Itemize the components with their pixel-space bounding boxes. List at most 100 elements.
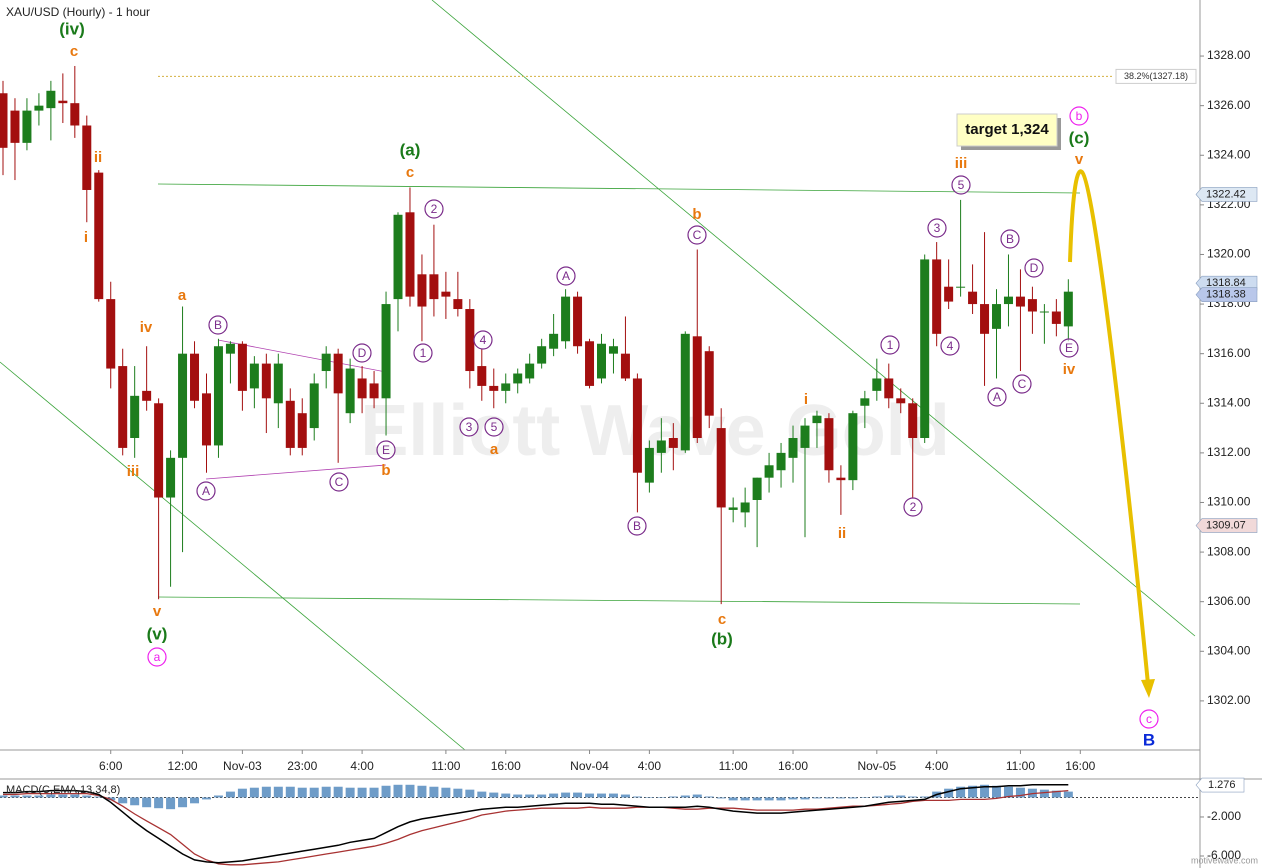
candle-body <box>201 393 211 446</box>
macd-histogram-bar <box>285 786 295 798</box>
channel-line <box>431 0 1196 637</box>
price-tag <box>1195 287 1258 302</box>
macd-histogram-bar <box>489 792 499 798</box>
candle-body <box>716 428 726 508</box>
triangle-line <box>205 464 387 480</box>
candle-body <box>453 299 463 310</box>
x-tick-label: 4:00 <box>350 759 374 773</box>
candle-body <box>1003 296 1013 305</box>
macd-histogram-bar <box>405 784 415 798</box>
target-label: target 1,324 <box>965 121 1049 138</box>
candle-body <box>1015 296 1025 307</box>
macd-histogram-bar <box>261 786 271 798</box>
macd-histogram-bar <box>166 797 176 810</box>
candle-body <box>848 413 858 481</box>
macd-histogram-bar <box>178 797 188 808</box>
wave-label: iii <box>127 463 140 480</box>
label-circle <box>376 440 396 460</box>
candle-body <box>106 299 116 369</box>
candle-body <box>1027 299 1037 312</box>
candle-body <box>429 274 439 300</box>
candle-body <box>0 93 8 148</box>
arrow-head <box>1141 679 1155 698</box>
candle-body <box>632 378 642 473</box>
wave-label: b <box>1076 109 1083 123</box>
candle-body <box>908 403 918 438</box>
y-tick-label: 1320.00 <box>1207 247 1251 261</box>
candle-body <box>836 477 846 481</box>
candle-body <box>549 333 559 349</box>
projection-arrow <box>1068 169 1150 685</box>
macd-histogram-bar <box>908 796 918 798</box>
price-tag-label: 1318.84 <box>1206 277 1246 289</box>
label-circle <box>1059 338 1079 358</box>
candle-body <box>860 398 870 406</box>
candle-body <box>501 383 511 391</box>
candle-body <box>34 105 44 111</box>
label-circle <box>413 343 433 363</box>
candle-body <box>249 363 259 389</box>
wave-label: B <box>1006 232 1014 246</box>
candle-body <box>1051 311 1061 324</box>
macd-histogram-bar <box>381 785 391 798</box>
axis-layer: 1302.00 1304.00 1306.00 1308.00 1310.00 1312.… <box>99 48 1258 862</box>
macd-histogram-bar <box>704 796 714 798</box>
candle-body <box>525 363 535 379</box>
macd-histogram-bar <box>34 795 44 798</box>
indicator-title: MACD(C,EMA,13,34,8) <box>6 784 120 796</box>
candle-body <box>812 415 822 424</box>
macd-histogram-bar <box>321 786 331 798</box>
candle-body <box>154 403 164 498</box>
macd-histogram-bar <box>776 797 786 801</box>
wave-label: a <box>178 287 187 304</box>
macd-histogram-bar <box>201 797 211 800</box>
macd-histogram-bar <box>944 788 954 798</box>
macd-histogram-bar <box>752 797 762 801</box>
candle-body <box>968 291 978 305</box>
macd-histogram-bar <box>992 785 1002 798</box>
wave-label: D <box>358 346 367 360</box>
label-circle <box>329 472 349 492</box>
candle-body <box>656 440 666 453</box>
candle-body <box>740 502 750 513</box>
wave-label: i <box>804 391 808 408</box>
macd-histogram-bar <box>429 786 439 798</box>
candle-body <box>1063 291 1073 327</box>
macd-histogram-bar <box>190 797 200 804</box>
candle-body <box>537 346 547 364</box>
label-circle <box>196 481 216 501</box>
wave-label: 1 <box>420 346 427 360</box>
macd-histogram-bar <box>1003 786 1013 798</box>
wave-label: c <box>1146 712 1152 726</box>
wave-label: c <box>406 164 414 181</box>
candle-body <box>800 425 810 448</box>
macd-histogram-bar <box>597 793 606 798</box>
wave-label: c <box>718 611 726 628</box>
target-box <box>956 113 1058 147</box>
macd-histogram-bar <box>46 794 56 798</box>
wave-label: 2 <box>431 202 438 216</box>
macd-histogram-bar <box>333 786 343 798</box>
candle-body <box>465 309 475 372</box>
candle-body <box>573 296 583 347</box>
macd-histogram-bar <box>10 795 20 798</box>
wave-label: iv <box>140 319 153 336</box>
macd-histogram-bar <box>58 794 68 798</box>
y-tick-label: 1312.00 <box>1207 445 1251 459</box>
label-circle <box>1024 258 1044 278</box>
macd-histogram-bar <box>477 791 487 798</box>
x-tick-label: Nov-04 <box>570 759 609 773</box>
price-tag <box>1195 518 1258 533</box>
candle-body <box>22 110 32 143</box>
wave-label: 1 <box>887 338 894 352</box>
macd-histogram-bar <box>130 797 140 806</box>
candle-body <box>142 390 152 401</box>
candle-body <box>285 400 295 448</box>
x-tick-label: 6:00 <box>99 759 123 773</box>
macd-histogram-bar <box>465 789 475 798</box>
candle-body <box>261 363 271 399</box>
candle-body <box>477 366 487 386</box>
wave-label: C <box>693 228 702 242</box>
